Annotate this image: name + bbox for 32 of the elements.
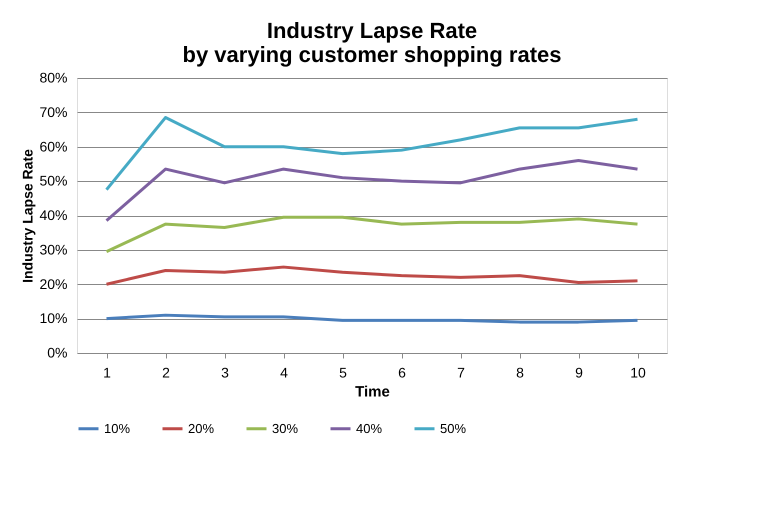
x-tick-label: 7 (457, 364, 466, 380)
line-series (105, 116, 639, 192)
x-tick-label: 2 (162, 364, 170, 380)
y-tick-label: 50% (39, 172, 68, 189)
x-tick-label: 1 (103, 364, 112, 380)
line-series (105, 314, 639, 324)
legend-label: 10% (104, 420, 130, 436)
x-tick-label: 10 (630, 364, 646, 380)
legend-label: 20% (188, 420, 214, 436)
legend-label: 50% (440, 420, 466, 436)
x-tick-label: 9 (575, 364, 584, 380)
y-tick-label: 0% (47, 344, 68, 360)
x-axis-title: Time (355, 384, 390, 400)
x-tick-label: 5 (339, 364, 348, 380)
chart-title: Industry Lapse Rate by varying customer shopping rates (182, 18, 562, 67)
x-tick-label: 8 (516, 364, 524, 380)
legend-label: 30% (272, 420, 298, 436)
x-tick-label: 3 (221, 364, 230, 380)
y-tick-label: 70% (39, 104, 68, 120)
x-tick-label: 6 (398, 364, 406, 380)
y-tick-label: 80% (39, 70, 68, 86)
y-tick-label: 60% (39, 138, 68, 154)
x-tick-label: 4 (280, 364, 288, 380)
legend-label: 40% (356, 420, 382, 436)
y-tick-label: 10% (39, 310, 68, 326)
line-series (105, 159, 639, 222)
y-axis-title: Industry Lapse Rate (19, 148, 36, 283)
line-series (105, 266, 639, 286)
y-tick-label: 40% (39, 207, 68, 223)
y-tick-label: 20% (39, 276, 68, 292)
y-tick-label: 30% (39, 241, 68, 258)
line-series (105, 216, 639, 254)
